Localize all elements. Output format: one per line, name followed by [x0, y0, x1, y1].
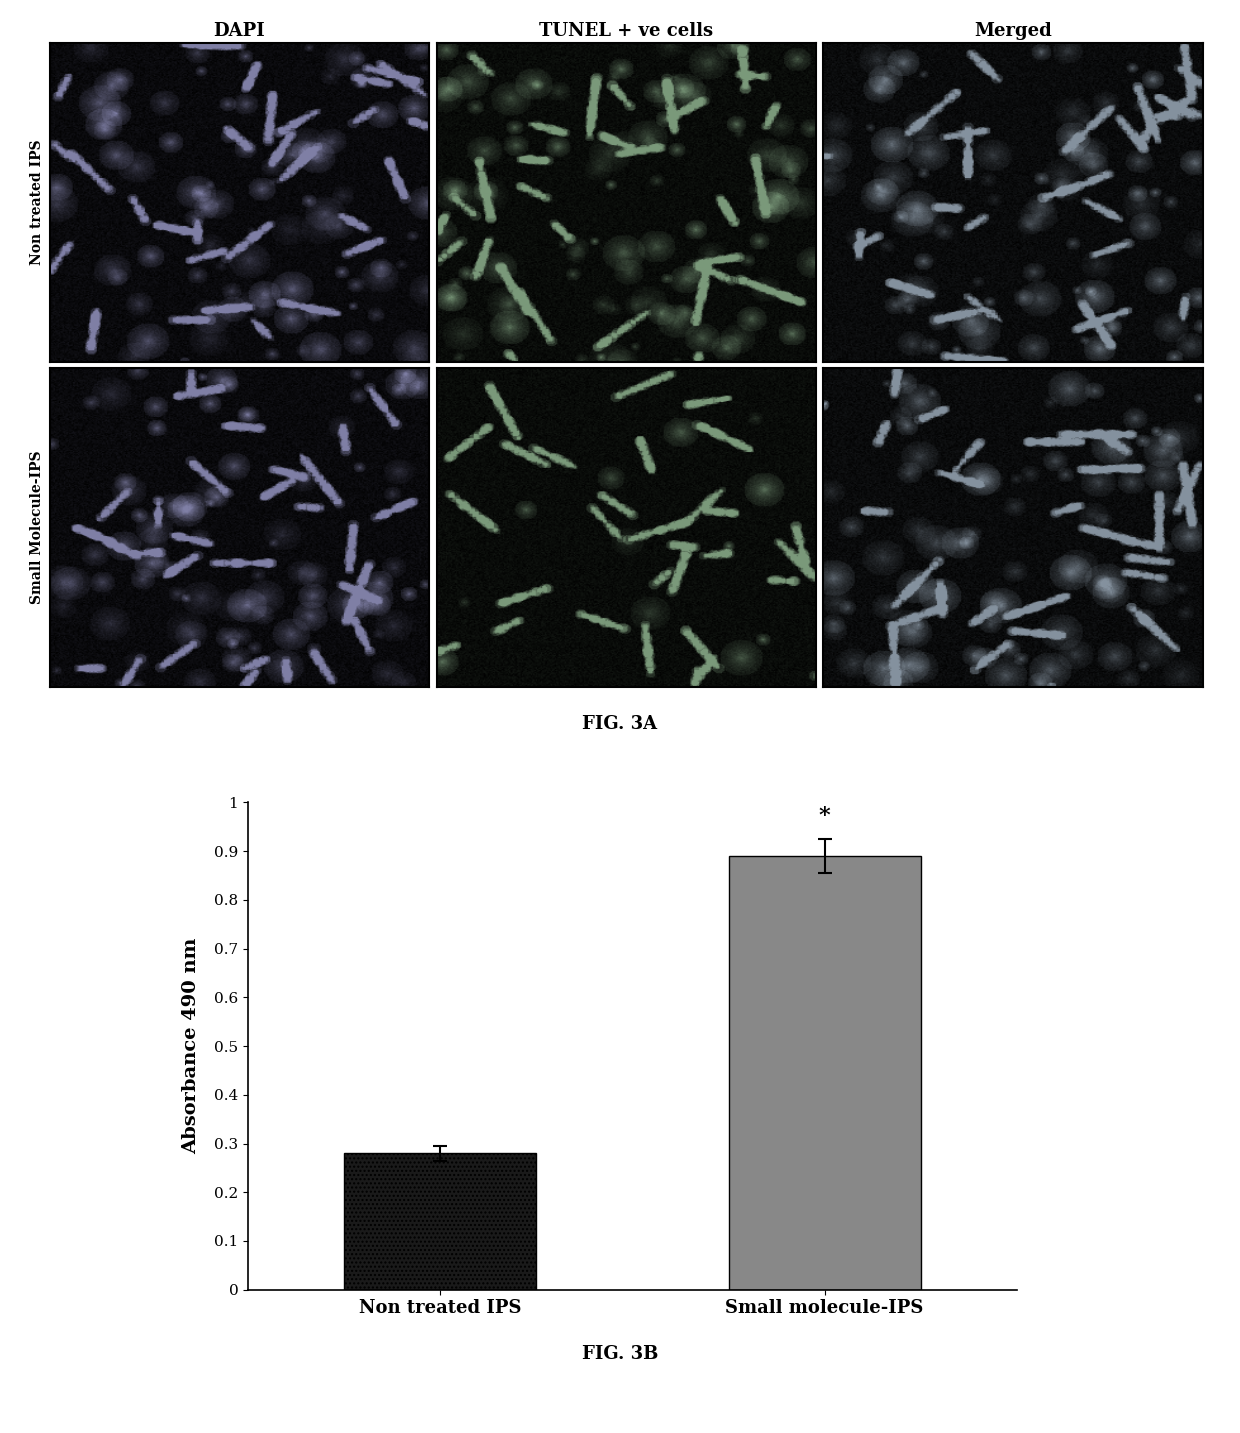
Bar	[729, 856, 920, 1290]
Y-axis label: Small Molecule-IPS: Small Molecule-IPS	[30, 451, 45, 605]
Text: *: *	[818, 805, 831, 827]
Text: FIG. 3A: FIG. 3A	[583, 715, 657, 732]
Title: TUNEL + ve cells: TUNEL + ve cells	[539, 21, 713, 40]
Title: Merged: Merged	[975, 21, 1052, 40]
Bar	[345, 1154, 537, 1290]
Y-axis label: Non treated IPS: Non treated IPS	[30, 139, 45, 265]
Title: DAPI: DAPI	[213, 21, 265, 40]
Y-axis label: Absorbance 490 nm: Absorbance 490 nm	[182, 939, 200, 1154]
Text: FIG. 3B: FIG. 3B	[582, 1346, 658, 1363]
